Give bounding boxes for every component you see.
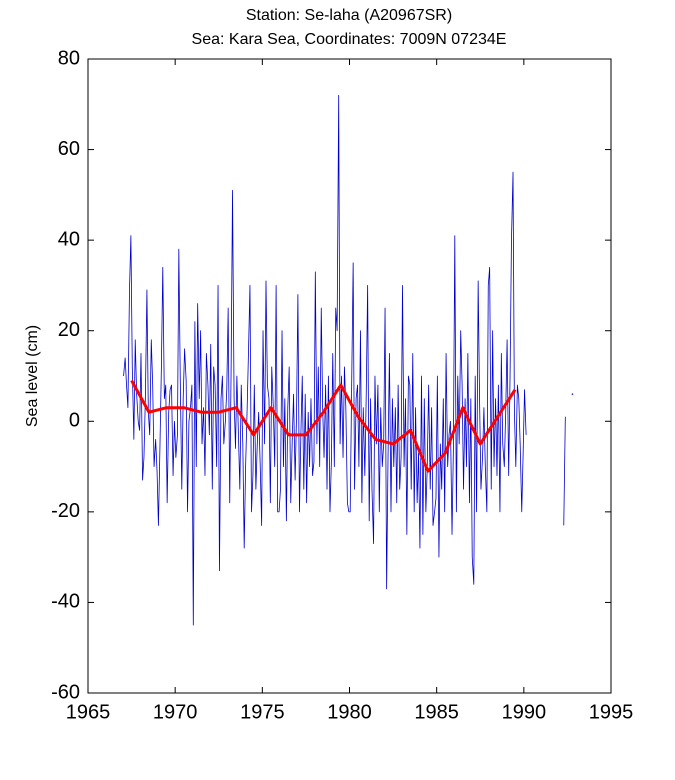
x-tick-label: 1980 — [327, 701, 372, 723]
x-tick-label: 1975 — [240, 701, 285, 723]
x-tick-label: 1995 — [589, 701, 634, 723]
chart-subtitle: Sea: Kara Sea, Coordinates: 7009N 07234E — [192, 31, 507, 48]
line-series — [130, 379, 517, 473]
y-tick-label: 80 — [58, 47, 80, 69]
y-tick-label: 0 — [69, 410, 80, 432]
x-tick-label: 1970 — [153, 701, 198, 723]
y-tick-label: 60 — [58, 138, 80, 160]
line-series — [123, 94, 527, 626]
y-tick-label: 20 — [58, 319, 80, 341]
x-tick-label: 1985 — [414, 701, 459, 723]
plot-area — [87, 58, 612, 694]
y-tick-label: 40 — [58, 228, 80, 250]
x-tick-label: 1965 — [66, 701, 111, 723]
y-tick-label: -60 — [51, 681, 80, 703]
y-tick-label: -40 — [51, 591, 80, 613]
y-axis-label: Sea level (cm) — [24, 325, 41, 427]
chart-title: Station: Se-laha (A20967SR) — [246, 7, 452, 24]
x-tick-label: 1990 — [502, 701, 547, 723]
y-tick-label: -20 — [51, 500, 80, 522]
line-point — [571, 393, 574, 395]
line-series — [563, 416, 566, 526]
